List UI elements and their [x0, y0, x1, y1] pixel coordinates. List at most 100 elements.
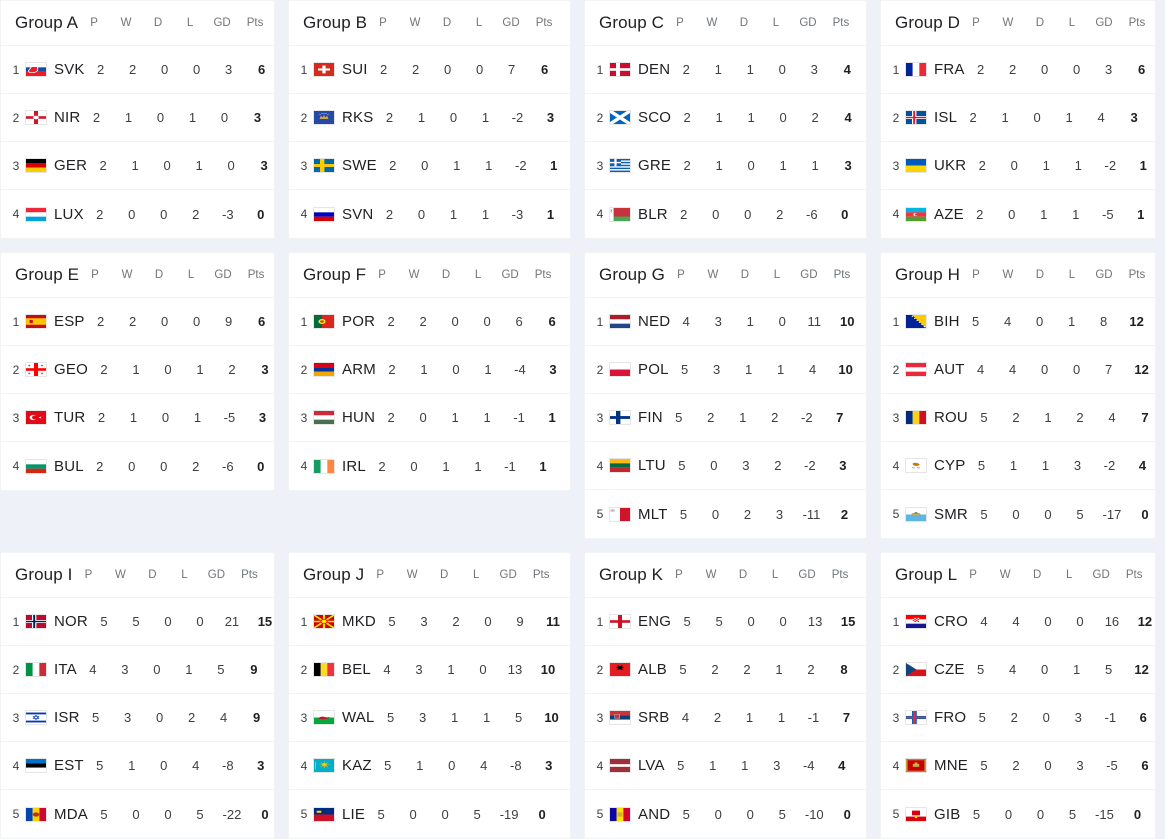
table-row[interactable]: 3 TUR 2 1 0 1 -5 3: [1, 394, 274, 442]
table-row[interactable]: 3 SRB 4 2 1 1 -1 7: [585, 694, 866, 742]
team-code[interactable]: BLR: [638, 205, 668, 223]
table-row[interactable]: 2 ARM 2 1 0 1 -4 3: [289, 346, 570, 394]
table-row[interactable]: 5 LIE 5 0 0 5 -19 0: [289, 790, 570, 838]
table-row[interactable]: 4 CYP 5 1 1 3 -2 4: [881, 442, 1155, 490]
team-code[interactable]: TUR: [54, 409, 86, 426]
table-row[interactable]: 1 SUI 2 2 0 0 7 6: [289, 46, 570, 94]
team-code[interactable]: NOR: [54, 613, 88, 630]
team-code[interactable]: POL: [638, 361, 669, 378]
table-row[interactable]: 1 SVK 2 2 0 0 3 6: [1, 46, 274, 94]
table-row[interactable]: 1 MKD 5 3 2 0 9 11: [289, 598, 570, 646]
table-row[interactable]: 2 POL 5 3 1 1 4 10: [585, 346, 866, 394]
table-row[interactable]: 3 GRE 2 1 0 1 1 3: [585, 142, 866, 190]
team-code[interactable]: WAL: [342, 709, 375, 726]
table-row[interactable]: 5 AND 5 0 0 5 -10 0: [585, 790, 866, 838]
team-code[interactable]: ISR: [54, 709, 80, 726]
table-row[interactable]: 3 WAL 5 3 1 1 5 10: [289, 694, 570, 742]
table-row[interactable]: 3 ISR 5 3 0 2 4 9: [1, 694, 274, 742]
table-row[interactable]: 1 CRO 4 4 0 0 16 12: [881, 598, 1155, 646]
team-code[interactable]: POR: [342, 313, 376, 330]
team-code[interactable]: NED: [638, 313, 671, 330]
table-row[interactable]: 4 LUX 2 0 0 2 -3 0: [1, 190, 274, 238]
team-code[interactable]: LUX: [54, 205, 84, 223]
team-code[interactable]: EST: [54, 757, 84, 774]
table-row[interactable]: 2 SCO 2 1 1 0 2 4: [585, 94, 866, 142]
table-row[interactable]: 1 NED 4 3 1 0 11 10: [585, 298, 866, 346]
team-code[interactable]: SUI: [342, 61, 368, 78]
team-code[interactable]: SWE: [342, 157, 377, 174]
team-code[interactable]: RKS: [342, 109, 374, 126]
table-row[interactable]: 4 LTU 5 0 3 2 -2 3: [585, 442, 866, 490]
team-code[interactable]: MNE: [934, 757, 968, 774]
table-row[interactable]: 1 DEN 2 1 1 0 3 4: [585, 46, 866, 94]
team-code[interactable]: DEN: [638, 61, 671, 78]
team-code[interactable]: LVA: [638, 757, 665, 774]
team-code[interactable]: FRA: [934, 61, 965, 78]
team-code[interactable]: SVN: [342, 205, 374, 223]
table-row[interactable]: 5 MLT 5 0 2 3 -11 2: [585, 490, 866, 538]
team-code[interactable]: FRO: [934, 709, 967, 726]
table-row[interactable]: 4 LVA 5 1 1 3 -4 4: [585, 742, 866, 790]
team-code[interactable]: LIE: [342, 805, 366, 823]
team-code[interactable]: FIN: [638, 409, 663, 426]
table-row[interactable]: 2 ALB 5 2 2 1 2 8: [585, 646, 866, 694]
team-code[interactable]: CZE: [934, 661, 965, 678]
team-code[interactable]: MKD: [342, 613, 376, 630]
team-code[interactable]: BIH: [934, 313, 960, 330]
team-code[interactable]: SRB: [638, 709, 670, 726]
team-code[interactable]: AZE: [934, 205, 964, 223]
table-row[interactable]: 4 SVN 2 0 1 1 -3 1: [289, 190, 570, 238]
team-code[interactable]: IRL: [342, 457, 366, 475]
team-code[interactable]: ENG: [638, 613, 672, 630]
table-row[interactable]: 4 BUL 2 0 0 2 -6 0: [1, 442, 274, 490]
team-code[interactable]: KAZ: [342, 757, 372, 774]
team-code[interactable]: MLT: [638, 505, 668, 523]
table-row[interactable]: 2 CZE 5 4 0 1 5 12: [881, 646, 1155, 694]
table-row[interactable]: 4 KAZ 5 1 0 4 -8 3: [289, 742, 570, 790]
table-row[interactable]: 2 ITA 4 3 0 1 5 9: [1, 646, 274, 694]
table-row[interactable]: 4 IRL 2 0 1 1 -1 1: [289, 442, 570, 490]
team-code[interactable]: LTU: [638, 457, 666, 474]
table-row[interactable]: 4 EST 5 1 0 4 -8 3: [1, 742, 274, 790]
table-row[interactable]: 3 FIN 5 2 1 2 -2 7: [585, 394, 866, 442]
team-code[interactable]: MDA: [54, 805, 88, 823]
table-row[interactable]: 2 BEL 4 3 1 0 13 10: [289, 646, 570, 694]
table-row[interactable]: 2 NIR 2 1 0 1 0 3: [1, 94, 274, 142]
team-code[interactable]: NIR: [54, 109, 81, 126]
team-code[interactable]: ROU: [934, 409, 968, 426]
team-code[interactable]: SCO: [638, 109, 672, 126]
table-row[interactable]: 4 AZE 2 0 1 1 -5 1: [881, 190, 1155, 238]
team-code[interactable]: SMR: [934, 505, 968, 523]
team-code[interactable]: HUN: [342, 409, 376, 426]
table-row[interactable]: 3 UKR 2 0 1 1 -2 1: [881, 142, 1155, 190]
team-code[interactable]: GIB: [934, 805, 961, 823]
team-code[interactable]: SVK: [54, 61, 85, 78]
table-row[interactable]: 5 MDA 5 0 0 5 -22 0: [1, 790, 274, 838]
team-code[interactable]: ESP: [54, 313, 85, 330]
team-code[interactable]: ISL: [934, 109, 958, 126]
table-row[interactable]: 3 FRO 5 2 0 3 -1 6: [881, 694, 1155, 742]
team-code[interactable]: CYP: [934, 457, 966, 474]
table-row[interactable]: 3 HUN 2 0 1 1 -1 1: [289, 394, 570, 442]
table-row[interactable]: 2 AUT 4 4 0 0 7 12: [881, 346, 1155, 394]
team-code[interactable]: BUL: [54, 457, 84, 475]
table-row[interactable]: 1 ESP 2 2 0 0 9 6: [1, 298, 274, 346]
table-row[interactable]: 2 RKS 2 1 0 1 -2 3: [289, 94, 570, 142]
team-code[interactable]: BEL: [342, 661, 371, 678]
team-code[interactable]: AND: [638, 805, 671, 823]
table-row[interactable]: 3 ROU 5 2 1 2 4 7: [881, 394, 1155, 442]
table-row[interactable]: 1 NOR 5 5 0 0 21 15: [1, 598, 274, 646]
table-row[interactable]: 4 BLR 2 0 0 2 -6 0: [585, 190, 866, 238]
table-row[interactable]: 3 SWE 2 0 1 1 -2 1: [289, 142, 570, 190]
table-row[interactable]: 1 BIH 5 4 0 1 8 12: [881, 298, 1155, 346]
team-code[interactable]: UKR: [934, 157, 967, 174]
table-row[interactable]: 1 ENG 5 5 0 0 13 15: [585, 598, 866, 646]
team-code[interactable]: GRE: [638, 157, 672, 174]
table-row[interactable]: 1 FRA 2 2 0 0 3 6: [881, 46, 1155, 94]
table-row[interactable]: 5 SMR 5 0 0 5 -17 0: [881, 490, 1155, 538]
team-code[interactable]: ARM: [342, 361, 376, 378]
table-row[interactable]: 1 POR 2 2 0 0 6 6: [289, 298, 570, 346]
team-code[interactable]: ALB: [638, 661, 667, 678]
table-row[interactable]: 2 ISL 2 1 0 1 4 3: [881, 94, 1155, 142]
team-code[interactable]: AUT: [934, 361, 965, 378]
